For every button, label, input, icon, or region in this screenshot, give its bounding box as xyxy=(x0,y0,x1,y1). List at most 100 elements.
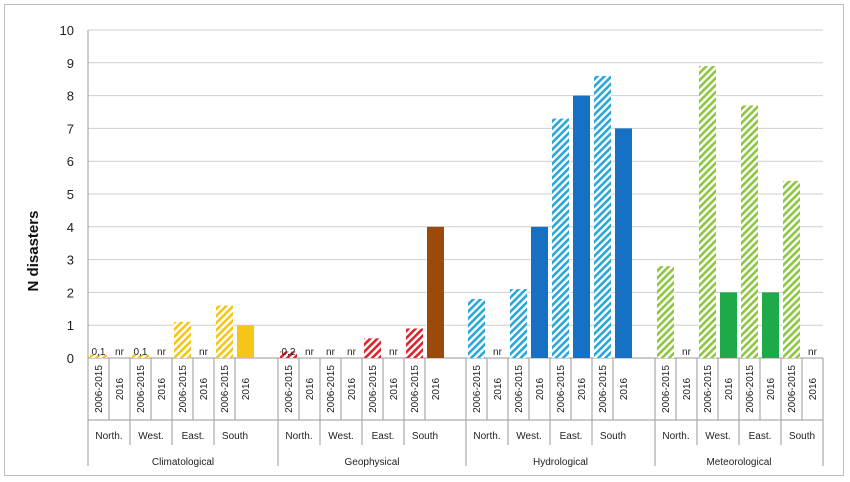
period-label: 2016 xyxy=(305,377,316,400)
bar xyxy=(90,354,107,358)
bar xyxy=(573,95,590,358)
value-label: nr xyxy=(326,347,336,358)
period-label: 2016 xyxy=(157,377,168,400)
bar xyxy=(174,321,191,358)
period-label: 2016 xyxy=(493,377,504,400)
period-label: 2006-2015 xyxy=(410,365,421,413)
bar xyxy=(468,298,485,358)
period-label: 2006-2015 xyxy=(284,365,295,413)
y-tick-label: 4 xyxy=(67,220,74,235)
period-label: 2016 xyxy=(766,377,777,400)
bar xyxy=(657,266,674,358)
bar xyxy=(427,226,444,358)
bar xyxy=(280,351,297,358)
y-axis-label: N disasters xyxy=(25,211,42,292)
bar xyxy=(237,325,254,358)
bar xyxy=(741,105,758,358)
period-label: 2006-2015 xyxy=(326,365,337,413)
bar xyxy=(615,128,632,358)
y-tick-label: 9 xyxy=(67,56,74,71)
period-label: 2006-2015 xyxy=(220,365,231,413)
region-label: East. xyxy=(372,431,395,442)
period-label: 2006-2015 xyxy=(745,365,756,413)
group-label: Hydrological xyxy=(533,457,588,468)
value-label: nr xyxy=(389,347,399,358)
bar xyxy=(364,338,381,358)
period-label: 2016 xyxy=(115,377,126,400)
period-label: 2006-2015 xyxy=(514,365,525,413)
period-label: 2006-2015 xyxy=(178,365,189,413)
bar xyxy=(783,180,800,358)
region-label: North. xyxy=(473,431,500,442)
period-label: 2016 xyxy=(619,377,630,400)
region-label: West. xyxy=(328,431,353,442)
value-label: 0,1 xyxy=(134,347,148,358)
bar xyxy=(552,118,569,358)
region-label: North. xyxy=(285,431,312,442)
y-tick-label: 5 xyxy=(67,187,74,202)
bar xyxy=(132,354,149,358)
period-label: 2016 xyxy=(682,377,693,400)
period-label: 2006-2015 xyxy=(598,365,609,413)
region-label: North. xyxy=(95,431,122,442)
period-label: 2016 xyxy=(577,377,588,400)
region-label: South xyxy=(222,431,248,442)
y-tick-label: 10 xyxy=(60,23,74,38)
bar xyxy=(594,75,611,359)
period-label: 2016 xyxy=(724,377,735,400)
y-tick-label: 6 xyxy=(67,154,74,169)
period-label: 2016 xyxy=(241,377,252,400)
group-label: Climatological xyxy=(152,457,214,468)
period-label: 2016 xyxy=(535,377,546,400)
y-tick-label: 0 xyxy=(67,351,74,366)
group-label: Geophysical xyxy=(344,457,399,468)
value-label: nr xyxy=(347,347,357,358)
period-label: 2016 xyxy=(808,377,819,400)
value-label: 0,2 xyxy=(282,347,296,358)
region-label: South xyxy=(412,431,438,442)
period-label: 2016 xyxy=(389,377,400,400)
region-label: East. xyxy=(560,431,583,442)
period-label: 2006-2015 xyxy=(472,365,483,413)
bar xyxy=(531,226,548,358)
bar xyxy=(762,292,779,358)
period-label: 2006-2015 xyxy=(661,365,672,413)
value-label: nr xyxy=(115,347,125,358)
group-label: Meteorological xyxy=(706,457,771,468)
bar xyxy=(510,289,527,358)
value-label: nr xyxy=(682,347,692,358)
bar xyxy=(720,292,737,358)
value-label: nr xyxy=(808,347,818,358)
period-label: 2016 xyxy=(199,377,210,400)
region-label: South xyxy=(789,431,815,442)
region-label: South xyxy=(600,431,626,442)
y-tick-label: 7 xyxy=(67,121,74,136)
value-label: nr xyxy=(305,347,315,358)
bar xyxy=(216,305,233,358)
period-label: 2016 xyxy=(431,377,442,400)
region-label: East. xyxy=(749,431,772,442)
value-label: 0,1 xyxy=(92,347,106,358)
period-label: 2006-2015 xyxy=(556,365,567,413)
period-label: 2006-2015 xyxy=(136,365,147,413)
region-label: East. xyxy=(182,431,205,442)
period-label: 2006-2015 xyxy=(703,365,714,413)
bar xyxy=(406,328,423,358)
period-label: 2006-2015 xyxy=(94,365,105,413)
y-tick-label: 8 xyxy=(67,89,74,104)
value-label: nr xyxy=(493,347,503,358)
y-tick-label: 1 xyxy=(67,318,74,333)
y-tick-label: 2 xyxy=(67,285,74,300)
region-label: West. xyxy=(516,431,541,442)
value-label: nr xyxy=(199,347,209,358)
period-label: 2016 xyxy=(347,377,358,400)
period-label: 2006-2015 xyxy=(787,365,798,413)
region-label: West. xyxy=(705,431,730,442)
bar xyxy=(699,66,716,358)
region-label: North. xyxy=(662,431,689,442)
value-label: nr xyxy=(157,347,167,358)
period-label: 2006-2015 xyxy=(368,365,379,413)
region-label: West. xyxy=(138,431,163,442)
y-tick-label: 3 xyxy=(67,253,74,268)
